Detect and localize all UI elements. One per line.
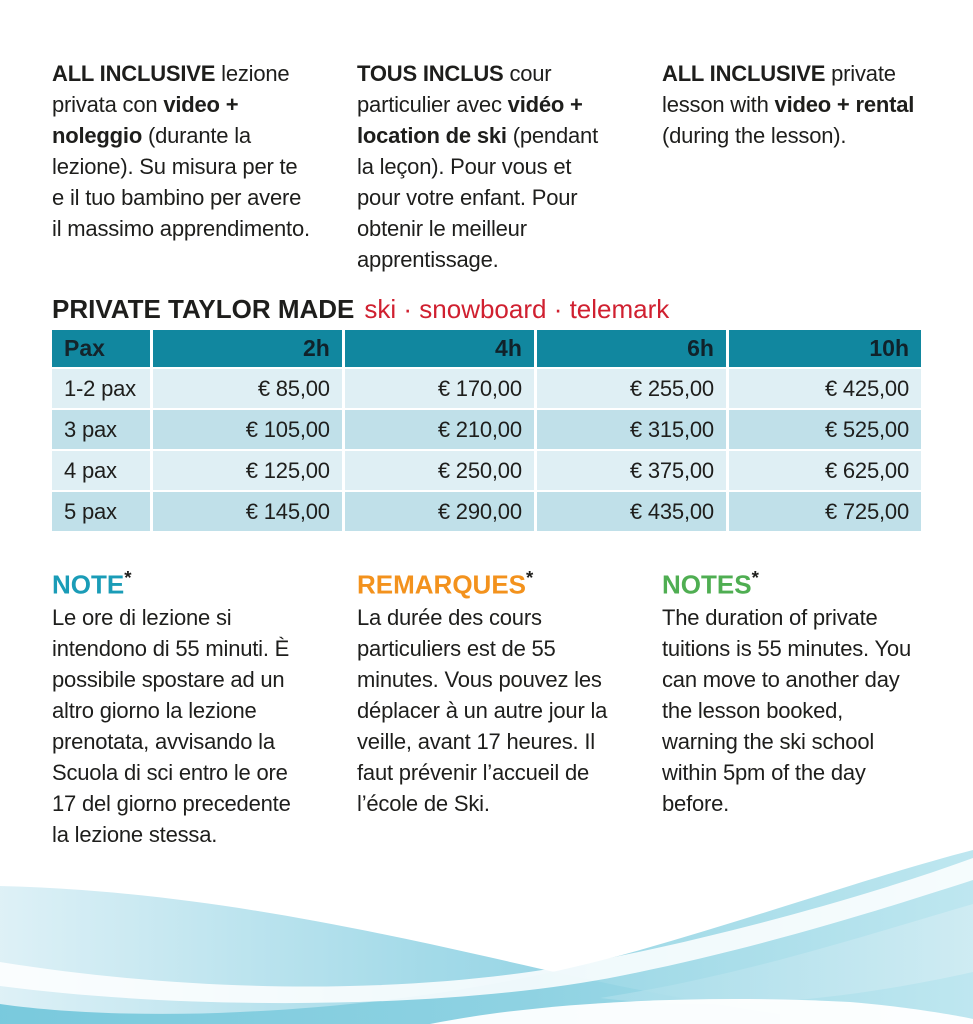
price-cell: € 250,00 (344, 451, 537, 492)
wave-highlight (0, 858, 973, 1004)
price-cell: € 125,00 (152, 451, 345, 492)
text: (durante la lezione). Su misura per te e… (52, 123, 310, 241)
price-cell: € 315,00 (536, 410, 729, 451)
intro-paragraph-french: TOUS INCLUS cour particulier avec vidéo … (357, 58, 616, 294)
price-cell: € 255,00 (536, 369, 729, 410)
note-heading-label: NOTES (662, 569, 752, 600)
intro-paragraph-italian: ALL INCLUSIVE lezione privata con video … (52, 58, 311, 294)
note-asterisk: * (124, 567, 132, 588)
price-table-header: Pax 2h 4h 6h 10h (52, 330, 921, 369)
wave-decoration (0, 846, 973, 1024)
note-heading-italian: NOTE* (52, 563, 311, 600)
pricing-disciplines-label: ski · snowboard · telemark (364, 294, 670, 324)
wave-bottom-scoop (430, 998, 973, 1024)
note-heading-english: NOTES* (662, 563, 921, 600)
column-header-10h: 10h (728, 330, 921, 369)
column-header-6h: 6h (536, 330, 729, 369)
price-cell: € 625,00 (728, 451, 921, 492)
bold-text: vidéo + location de ski (357, 92, 583, 148)
price-cell: € 425,00 (728, 369, 921, 410)
price-cell: € 85,00 (152, 369, 345, 410)
pax-cell: 3 pax (52, 410, 153, 451)
column-header-pax: Pax (52, 330, 153, 369)
price-table: Pax 2h 4h 6h 10h 1-2 pax € 85,00 € 170,00 € 255… (52, 330, 921, 533)
text: lezione privata con (52, 61, 290, 117)
page-content: ALL INCLUSIVE lezione privata con video … (52, 58, 921, 850)
note-french: REMARQUES* La durée des cours particulie… (357, 563, 616, 850)
pricing-section-title: PRIVATE TAYLOR MADE ski · snowboard · tel… (52, 294, 921, 324)
pax-cell: 1-2 pax (52, 369, 153, 410)
table-row: 4 pax € 125,00 € 250,00 € 375,00 € 625,00 (52, 451, 921, 492)
column-header-4h: 4h (344, 330, 537, 369)
note-body-french: La durée des cours particuliers est de 5… (357, 604, 608, 816)
text: (during the lesson). (662, 123, 847, 148)
pricing-title-label: PRIVATE TAYLOR MADE (52, 294, 355, 324)
notes-columns: NOTE* Le ore di lezione si intendono di … (52, 563, 921, 850)
header-row: Pax 2h 4h 6h 10h (52, 330, 921, 369)
price-cell: € 525,00 (728, 410, 921, 451)
price-cell: € 210,00 (344, 410, 537, 451)
note-body-english: The duration of private tuitions is 55 m… (662, 604, 911, 816)
bold-text: TOUS INCLUS (357, 61, 510, 86)
price-table-body: 1-2 pax € 85,00 € 170,00 € 255,00 € 425,00 3 … (52, 369, 921, 533)
table-row: 3 pax € 105,00 € 210,00 € 315,00 € 525,00 (52, 410, 921, 451)
note-asterisk: * (751, 567, 759, 588)
note-heading-label: REMARQUES (357, 569, 527, 600)
wave-layer-right (600, 904, 973, 1005)
text: private lesson with (662, 61, 896, 117)
text: cour particulier avec (357, 61, 552, 117)
pax-cell: 4 pax (52, 451, 153, 492)
note-heading-french: REMARQUES* (357, 563, 616, 600)
pax-cell: 5 pax (52, 492, 153, 533)
price-cell: € 145,00 (152, 492, 345, 533)
intro-paragraph-english: ALL INCLUSIVE private lesson with video … (662, 58, 921, 294)
bold-text: video + noleggio (52, 92, 239, 148)
intro-columns: ALL INCLUSIVE lezione privata con video … (52, 58, 921, 294)
table-row: 5 pax € 145,00 € 290,00 € 435,00 € 725,00 (52, 492, 921, 533)
price-cell: € 725,00 (728, 492, 921, 533)
note-english: NOTES* The duration of private tuitions … (662, 563, 921, 850)
price-cell: € 435,00 (536, 492, 729, 533)
price-cell: € 170,00 (344, 369, 537, 410)
column-header-2h: 2h (152, 330, 345, 369)
price-cell: € 375,00 (536, 451, 729, 492)
text: (pendant la leçon). Pour vous et pour vo… (357, 123, 598, 272)
price-cell: € 105,00 (152, 410, 345, 451)
bold-text: ALL INCLUSIVE (662, 61, 832, 86)
price-cell: € 290,00 (344, 492, 537, 533)
note-asterisk: * (526, 567, 534, 588)
bold-text: ALL INCLUSIVE (52, 61, 222, 86)
bold-text: video + rental (774, 92, 915, 117)
wave-svg (0, 850, 973, 1024)
note-body-italian: Le ore di lezione si intendono di 55 min… (52, 604, 291, 847)
note-heading-label: NOTE (52, 569, 125, 600)
table-row: 1-2 pax € 85,00 € 170,00 € 255,00 € 425,00 (52, 369, 921, 410)
note-italian: NOTE* Le ore di lezione si intendono di … (52, 563, 311, 850)
